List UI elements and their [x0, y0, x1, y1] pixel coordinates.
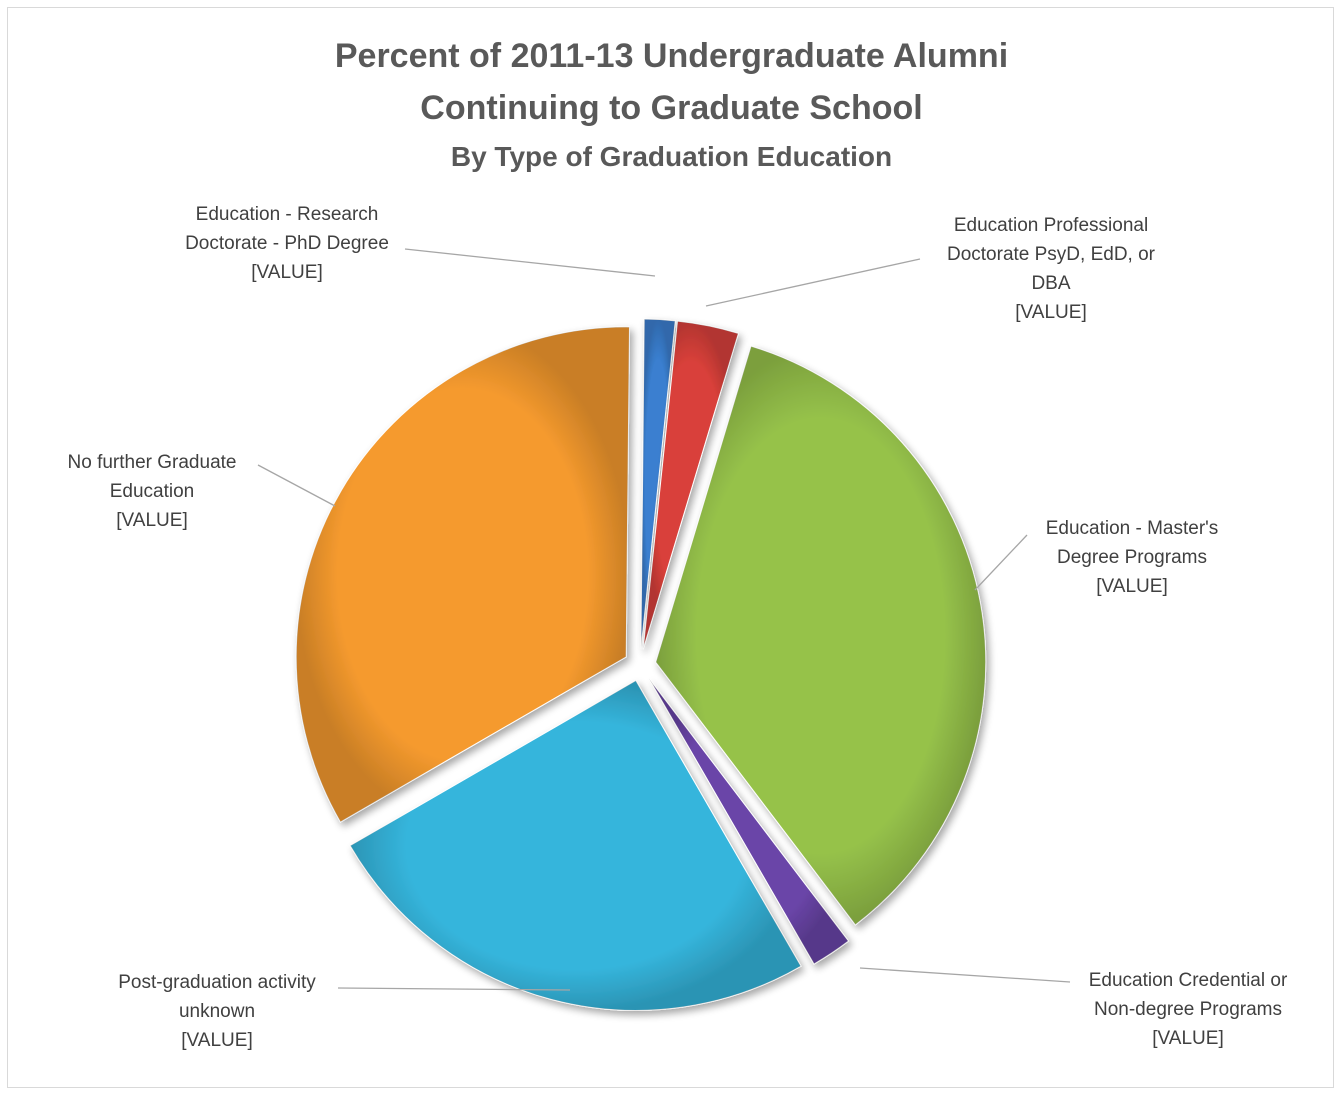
data-label-education-credential-or-non-degree-programs: Education Credential or Non-degree Progra… — [1089, 970, 1288, 1049]
pie-slice-bevel — [296, 326, 630, 823]
data-label-education-research-doctorate-phd-degree: Education - Research Doctorate - PhD Degr… — [185, 204, 389, 283]
leader-line-post-graduation-activity-unknown — [337, 987, 571, 991]
data-label-line: DBA — [1031, 273, 1070, 294]
pie-slice-education-professional-doctorate-psyd-edd-or-dba — [642, 320, 740, 650]
chart-title-line2: Continuing to Graduate School — [420, 89, 923, 127]
leader-line-education-credential-or-non-degree-programs — [859, 967, 1071, 983]
pie-slice-no-further-graduate-education — [295, 326, 630, 823]
pie-slice-bevel — [350, 680, 802, 1011]
pie-slice-education-research-doctorate-phd-degree — [640, 318, 676, 650]
data-label-no-further-graduate-education: No further Graduate Education [VALUE] — [68, 452, 237, 531]
data-label-line: [VALUE] — [1096, 576, 1167, 597]
pie-slice-post-graduation-activity-unknown — [349, 679, 802, 1011]
data-label-line: Education — [110, 481, 195, 502]
leader-line-education-master-s-degree-programs — [974, 534, 1028, 591]
data-label-education-master-s-degree-programs: Education - Master's Degree Programs [VALU… — [1046, 518, 1219, 597]
data-label-line: [VALUE] — [251, 262, 322, 283]
leader-line-education-professional-doctorate-psyd-edd-or-dba — [705, 258, 921, 307]
pie-slice-bevel — [648, 678, 849, 965]
data-label-post-graduation-activity-unknown: Post-graduation activity unknown [VALUE] — [118, 972, 316, 1051]
data-label-education-professional-doctorate-psyd-edd-or-dba: Education Professional Doctorate PsyD, Ed… — [947, 215, 1156, 323]
data-label-line: [VALUE] — [116, 510, 187, 531]
chart-subtitle: By Type of Graduation Education — [450, 141, 893, 172]
pie-slice-education-master-s-degree-programs — [655, 345, 987, 926]
chart-frame — [7, 7, 1334, 1088]
pie-slice-bevel — [655, 346, 986, 925]
data-label-line: Education Professional — [954, 215, 1148, 236]
data-label-line: Doctorate PsyD, EdD, or — [947, 244, 1156, 265]
data-label-line: No further Graduate — [68, 452, 237, 473]
data-label-line: Education - Research — [196, 204, 379, 225]
data-label-line: unknown — [179, 1001, 255, 1022]
data-label-line: Non-degree Programs — [1094, 999, 1282, 1020]
data-label-line: Education Credential or — [1089, 970, 1288, 991]
data-label-line: Degree Programs — [1057, 547, 1207, 568]
pie-slice-education-credential-or-non-degree-programs — [648, 678, 850, 965]
pie-slice-bevel — [640, 319, 676, 650]
data-label-line: [VALUE] — [1152, 1028, 1223, 1049]
data-label-line: [VALUE] — [181, 1030, 252, 1051]
data-label-line: [VALUE] — [1015, 302, 1086, 323]
leader-line-no-further-graduate-education — [257, 464, 336, 507]
data-label-line: Doctorate - PhD Degree — [185, 233, 389, 254]
data-label-line: Education - Master's — [1046, 518, 1219, 539]
leader-line-education-research-doctorate-phd-degree — [404, 248, 656, 277]
pie-slice-bevel — [643, 321, 739, 650]
chart-title: Percent of 2011-13 Undergraduate Alumni — [334, 37, 1009, 75]
data-label-line: Post-graduation activity — [118, 972, 316, 993]
